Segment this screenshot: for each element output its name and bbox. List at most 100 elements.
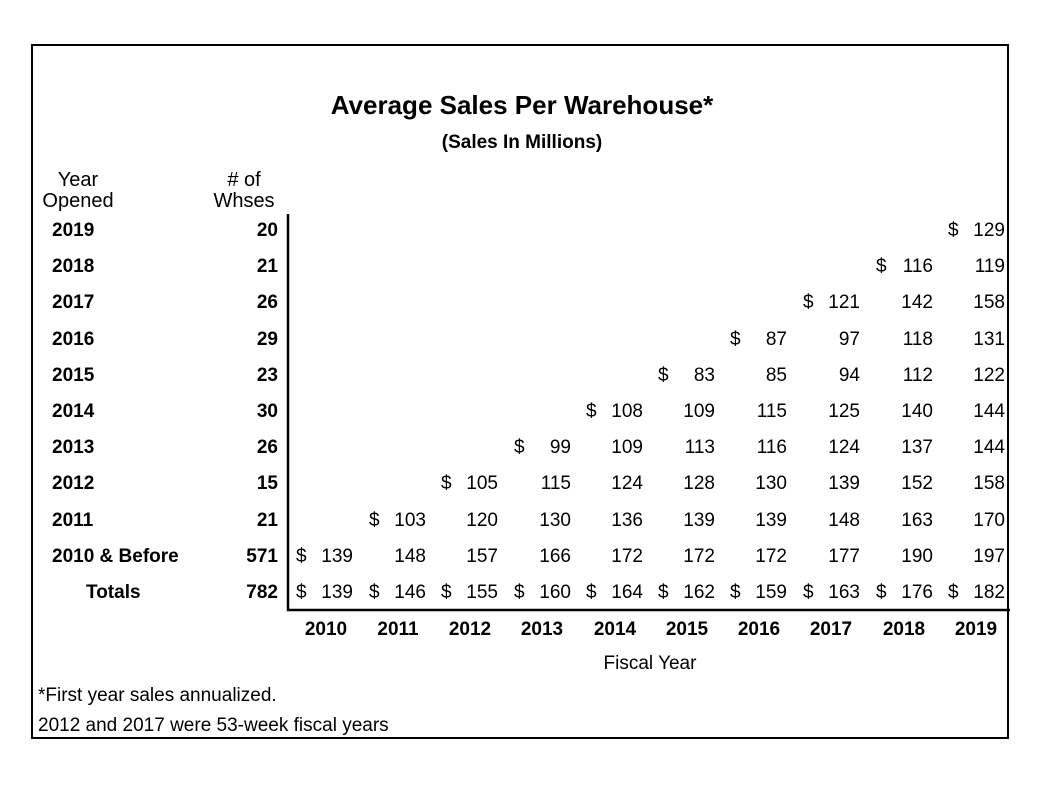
currency-symbol: $ <box>296 582 307 603</box>
totals-cell: $182 <box>948 582 1005 606</box>
cell-value: 159 <box>755 582 787 603</box>
cell-value: 172 <box>611 545 643 567</box>
cell-value: 118 <box>902 328 933 350</box>
cell-value: 182 <box>973 582 1005 603</box>
cell-value: 162 <box>683 582 715 603</box>
cell-value: 139 <box>321 545 353 567</box>
data-cell: $108 <box>586 401 643 425</box>
cell-value: 163 <box>828 582 860 603</box>
data-cell: 166 <box>514 546 571 570</box>
cell-value: 144 <box>973 437 1005 459</box>
cell-value: 112 <box>902 364 933 386</box>
cell-value: 139 <box>755 509 787 531</box>
data-cell: $87 <box>730 329 787 353</box>
row-year-label: 2012 <box>52 473 95 495</box>
chart-title: Average Sales Per Warehouse* <box>330 90 714 120</box>
cell-value: 152 <box>901 473 933 495</box>
x-tick-label: 2011 <box>377 619 419 640</box>
data-cell: 85 <box>730 365 787 389</box>
row-year-label: 2013 <box>52 437 95 459</box>
cell-value: 130 <box>539 509 571 531</box>
data-cell: 158 <box>948 473 1005 497</box>
row-warehouse-count: 571 <box>246 545 278 567</box>
cell-value: 122 <box>973 364 1005 386</box>
row-warehouse-count: 23 <box>256 364 278 386</box>
data-cell: 125 <box>803 401 860 425</box>
data-cell: $129 <box>948 220 1005 244</box>
row-year-label: 2016 <box>52 328 95 350</box>
data-cell: 157 <box>441 546 498 570</box>
data-cell: $139 <box>296 546 353 570</box>
cell-value: 190 <box>901 545 933 567</box>
totals-cell: $159 <box>730 582 787 606</box>
cell-value: 83 <box>693 364 715 386</box>
cell-value: 139 <box>828 473 860 495</box>
currency-symbol: $ <box>803 582 814 603</box>
row-year-label: 2015 <box>52 364 95 386</box>
data-cell: 197 <box>948 546 1005 570</box>
cell-value: 155 <box>466 582 498 603</box>
data-cell: 130 <box>514 510 571 534</box>
cell-value: 197 <box>973 545 1005 567</box>
cell-value: 148 <box>394 545 426 567</box>
cell-value: 139 <box>683 509 715 531</box>
currency-symbol: $ <box>876 582 887 603</box>
x-tick-label: 2013 <box>520 619 564 640</box>
cell-value: 136 <box>611 509 643 531</box>
data-cell: 148 <box>803 510 860 534</box>
currency-symbol: $ <box>369 509 380 531</box>
data-cell: 172 <box>730 546 787 570</box>
cell-value: 131 <box>973 328 1005 350</box>
cell-value: 113 <box>684 437 715 459</box>
currency-symbol: $ <box>876 256 887 278</box>
row-year-label: 2017 <box>52 292 95 314</box>
data-cell: $103 <box>369 510 426 534</box>
x-tick-label: 2018 <box>882 619 926 640</box>
cell-value: 119 <box>974 256 1005 278</box>
cell-value: 94 <box>838 364 860 386</box>
data-cell: 163 <box>876 510 933 534</box>
data-cell: 124 <box>803 437 860 461</box>
cell-value: 97 <box>838 328 860 350</box>
cell-value: 166 <box>539 545 571 567</box>
cell-value: 170 <box>973 509 1005 531</box>
data-cell: 128 <box>658 473 715 497</box>
cell-value: 157 <box>466 545 498 567</box>
currency-symbol: $ <box>586 401 597 422</box>
x-tick-label: 2019 <box>954 619 998 640</box>
currency-symbol: $ <box>441 473 452 495</box>
totals-cell: $164 <box>586 582 643 606</box>
data-cell: 170 <box>948 510 1005 534</box>
x-tick-label: 2016 <box>737 619 781 640</box>
cell-value: 164 <box>611 582 643 603</box>
cell-value: 99 <box>549 437 571 459</box>
row-year-label: 2011 <box>52 509 94 531</box>
x-tick-label: 2014 <box>593 619 637 640</box>
row-warehouse-count: 30 <box>256 401 278 422</box>
cell-value: 105 <box>466 473 498 495</box>
cell-value: 120 <box>466 509 498 531</box>
row-header-year-opened: Year Opened <box>42 169 114 212</box>
totals-count: 782 <box>246 582 278 603</box>
row-warehouse-count: 15 <box>256 473 278 495</box>
data-cell: 172 <box>586 546 643 570</box>
totals-cell: $139 <box>296 582 353 606</box>
data-cell: 115 <box>514 473 571 497</box>
data-cell: 172 <box>658 546 715 570</box>
currency-symbol: $ <box>658 582 669 603</box>
cell-value: 176 <box>901 582 933 603</box>
data-cell: 139 <box>803 473 860 497</box>
totals-cell: $162 <box>658 582 715 606</box>
data-cell: $121 <box>803 292 860 316</box>
data-cell: 112 <box>876 365 933 389</box>
totals-cell: $176 <box>876 582 933 606</box>
cell-value: 158 <box>973 473 1005 495</box>
totals-cell: $155 <box>441 582 498 606</box>
x-tick-label: 2017 <box>809 619 853 640</box>
data-cell: 109 <box>586 437 643 461</box>
cell-value: 139 <box>321 582 353 603</box>
cell-value: 116 <box>756 437 787 459</box>
data-cell: 130 <box>730 473 787 497</box>
cell-value: 172 <box>755 545 787 567</box>
cell-value: 85 <box>765 364 787 386</box>
